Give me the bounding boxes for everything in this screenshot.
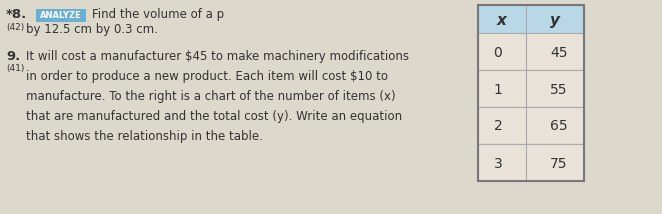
Bar <box>478 144 584 181</box>
Text: by 12.5 cm by 0.3 cm.: by 12.5 cm by 0.3 cm. <box>26 23 158 36</box>
Text: ANALYZE: ANALYZE <box>40 11 82 20</box>
Text: that are manufactured and the total cost (y). Write an equation: that are manufactured and the total cost… <box>26 110 402 123</box>
FancyBboxPatch shape <box>36 9 86 22</box>
Text: manufacture. To the right is a chart of the number of items (x): manufacture. To the right is a chart of … <box>26 90 396 103</box>
Text: 3: 3 <box>494 156 502 171</box>
Text: Find the volume of a p: Find the volume of a p <box>92 8 224 21</box>
Text: 55: 55 <box>550 83 568 97</box>
Bar <box>478 107 584 144</box>
Text: 0: 0 <box>494 46 502 59</box>
Text: 2: 2 <box>494 119 502 134</box>
Text: (42): (42) <box>6 23 24 32</box>
Text: 75: 75 <box>550 156 568 171</box>
Text: that shows the relationship in the table.: that shows the relationship in the table… <box>26 130 263 143</box>
Bar <box>478 5 584 181</box>
Text: y: y <box>550 12 560 28</box>
Text: x: x <box>497 12 507 28</box>
Text: (41): (41) <box>6 64 24 73</box>
Bar <box>478 33 584 70</box>
Bar <box>478 5 584 33</box>
Text: in order to produce a new product. Each item will cost $10 to: in order to produce a new product. Each … <box>26 70 388 83</box>
Text: 45: 45 <box>550 46 568 59</box>
Text: 1: 1 <box>494 83 502 97</box>
Text: 9.: 9. <box>6 50 21 63</box>
Text: It will cost a manufacturer $45 to make machinery modifications: It will cost a manufacturer $45 to make … <box>26 50 409 63</box>
Bar <box>478 70 584 107</box>
Text: *8.: *8. <box>6 8 27 21</box>
Text: 65: 65 <box>550 119 568 134</box>
